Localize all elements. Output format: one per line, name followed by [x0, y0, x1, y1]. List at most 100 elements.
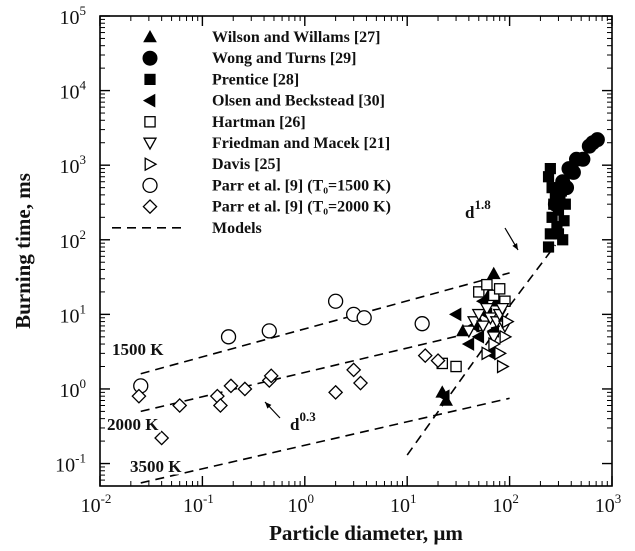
y-axis-title: Burning time, ms — [11, 173, 35, 329]
data-point-s5-4 — [481, 278, 493, 291]
y-tick-exponent: 2 — [80, 227, 87, 242]
data-point-s1-6 — [486, 266, 501, 280]
model-line-1 — [140, 272, 510, 375]
data-point-s3-11 — [558, 215, 570, 227]
legend-marker-2 — [142, 50, 158, 66]
data-point-s9-12 — [352, 375, 369, 391]
model-lines — [140, 244, 557, 484]
model-line-5 — [508, 244, 557, 307]
legend-marker-4 — [142, 93, 156, 108]
data-point-s9-11 — [346, 362, 362, 378]
x-tick-label: 101 — [390, 491, 417, 517]
legend-label-4: Olsen and Beckstead [30] — [212, 93, 385, 110]
data-point-s8-7 — [414, 316, 430, 332]
data-point-s2-7 — [575, 151, 591, 167]
y-tick-exponent: 0 — [80, 376, 87, 391]
data-point-s8-2 — [220, 329, 237, 345]
y-tick-label: 100 — [60, 376, 87, 402]
y-tick-label: 103 — [60, 152, 87, 178]
data-point-s8-6 — [356, 310, 372, 326]
data-point-s5-5 — [487, 289, 500, 302]
x-tick-label: 10-1 — [183, 491, 214, 517]
legend-marker-9 — [142, 199, 158, 215]
plot-frame — [99, 15, 613, 487]
data-points — [131, 132, 605, 446]
data-point-s4-5 — [471, 329, 485, 344]
data-point-s4-1 — [437, 389, 450, 404]
y-tick-mantissa: 10 — [55, 455, 75, 477]
data-point-s6-3 — [471, 308, 486, 322]
x-tick-exponent: -1 — [203, 491, 214, 506]
legend-label-3: Prentice [28] — [212, 71, 299, 88]
y-tick-exponent: 1 — [80, 301, 87, 316]
data-point-s8-3 — [261, 323, 277, 339]
y-tick-exponent: -1 — [75, 451, 86, 466]
y-tick-label: 102 — [60, 227, 87, 253]
x-tick-exponent: 3 — [615, 491, 622, 506]
annotation-arrowhead-2 — [265, 402, 272, 409]
x-tick-mantissa: 10 — [288, 495, 308, 517]
data-point-s6-7 — [486, 331, 501, 345]
data-point-s9-1 — [131, 388, 147, 404]
legend-marker-6 — [142, 137, 158, 151]
y-tick-mantissa: 10 — [60, 7, 80, 29]
x-tick-mantissa: 10 — [492, 495, 512, 517]
y-tick-label: 10-1 — [55, 451, 86, 477]
annotation-arrowhead-1 — [512, 243, 518, 250]
data-point-s6-10 — [495, 303, 510, 316]
x-tick-mantissa: 10 — [183, 495, 203, 517]
annotation-2: d0.3 — [290, 409, 316, 434]
y-tick-mantissa: 10 — [60, 231, 80, 253]
annotation-base: d — [465, 203, 475, 222]
y-tick-mantissa: 10 — [60, 305, 80, 327]
x-tick-mantissa: 10 — [595, 495, 615, 517]
data-point-s7-6 — [501, 314, 515, 329]
x-tick-label: 100 — [288, 491, 315, 517]
data-point-s3-15 — [559, 198, 571, 210]
legend-marker-7 — [144, 157, 158, 172]
data-point-s2-10 — [589, 132, 605, 148]
y-tick-mantissa: 10 — [60, 156, 80, 178]
y-tick-mantissa: 10 — [60, 82, 80, 104]
data-point-s9-6 — [223, 378, 239, 394]
data-point-s5-3 — [473, 286, 485, 298]
annotation-exponent: 1.8 — [474, 197, 491, 212]
y-tick-label: 101 — [60, 301, 87, 327]
data-point-s5-6 — [493, 283, 506, 295]
x-tick-exponent: 0 — [308, 491, 315, 506]
data-point-s7-1 — [481, 346, 495, 361]
data-point-s9-3 — [172, 397, 188, 414]
legend: Wilson and Willams [27] Wong and Turns [2… — [112, 29, 391, 237]
y-tick-label: 104 — [60, 78, 87, 104]
legend-label-9: Parr et al. [9] (T₀=2000 K) — [212, 199, 391, 216]
y-tick-label: 105 — [60, 3, 87, 29]
data-point-s6-5 — [479, 303, 494, 316]
data-point-s5-2 — [450, 360, 462, 373]
y-tick-exponent: 5 — [80, 3, 87, 18]
annotation-exponent: 0.3 — [299, 409, 316, 424]
annotation-base: d — [290, 415, 300, 434]
data-point-s9-14 — [430, 353, 446, 369]
data-point-s3-16 — [552, 228, 565, 240]
x-axis-title: Particle diameter, µm — [269, 521, 463, 545]
data-point-s6-1 — [461, 325, 476, 339]
model-line-label-3: 3500 K — [130, 457, 182, 476]
legend-label-6: Friedman and Macek [21] — [212, 135, 390, 152]
legend-marker-3 — [144, 73, 156, 86]
legend-label-2: Wong and Turns [29] — [212, 50, 357, 67]
legend-label-5: Hartman [26] — [212, 114, 306, 131]
legend-marker-1 — [143, 29, 157, 43]
model-line-label-2: 2000 K — [107, 415, 159, 434]
axes: 10-2 10-1 100 101 102 10310-11001011021031041… — [55, 3, 621, 517]
y-tick-exponent: 3 — [80, 152, 87, 167]
data-point-s4-2 — [449, 307, 462, 322]
legend-label-models: Models — [212, 220, 262, 237]
data-point-s7-5 — [499, 329, 513, 344]
x-tick-label: 103 — [595, 491, 622, 517]
data-point-s7-4 — [496, 359, 510, 374]
legend-marker-8 — [142, 177, 158, 194]
data-point-s7-3 — [494, 346, 508, 361]
data-point-s4-3 — [461, 337, 475, 351]
legend-marker-5 — [144, 116, 156, 128]
